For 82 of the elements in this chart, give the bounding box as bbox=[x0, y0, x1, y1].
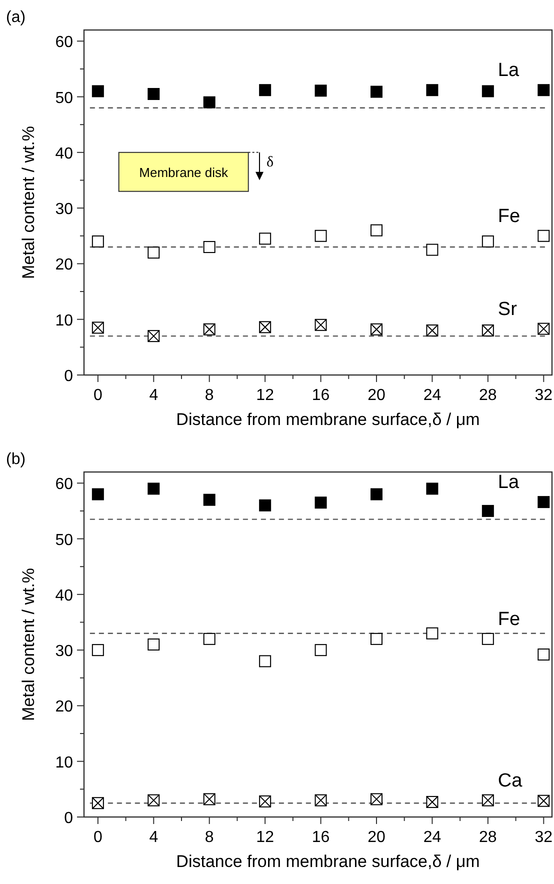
x-tick-label: 12 bbox=[256, 387, 274, 404]
point bbox=[92, 644, 104, 656]
point bbox=[482, 632, 494, 645]
point bbox=[203, 494, 216, 506]
x-tick-label: 16 bbox=[312, 387, 330, 404]
y-tick-label: 40 bbox=[55, 587, 74, 604]
point bbox=[426, 244, 438, 256]
point bbox=[370, 632, 382, 645]
y-tick-label: 0 bbox=[64, 810, 74, 827]
y-tick-label: 30 bbox=[55, 201, 74, 218]
point bbox=[370, 488, 382, 500]
x-tick-label: 4 bbox=[149, 829, 158, 846]
point bbox=[314, 496, 327, 509]
x-tick-label: 20 bbox=[368, 829, 386, 846]
series-label: Ca bbox=[498, 770, 523, 792]
y-tick-label: 60 bbox=[55, 34, 74, 52]
point bbox=[259, 655, 272, 668]
point bbox=[482, 85, 494, 98]
y-tick-label: 20 bbox=[55, 256, 74, 274]
series-label: Fe bbox=[498, 608, 520, 630]
y-tick-label: 0 bbox=[64, 368, 74, 385]
point bbox=[426, 627, 438, 640]
point bbox=[203, 96, 216, 108]
point bbox=[482, 504, 494, 517]
text: (a) bbox=[6, 9, 26, 26]
series-label: Sr bbox=[498, 298, 518, 320]
point bbox=[370, 86, 382, 98]
y-tick-label: 50 bbox=[55, 90, 74, 107]
annotation: Membrane disk bbox=[139, 164, 229, 180]
annotation: δ bbox=[266, 154, 274, 170]
point bbox=[148, 482, 160, 495]
point bbox=[259, 499, 272, 512]
x-tick-label: 24 bbox=[423, 829, 442, 846]
point bbox=[203, 241, 216, 254]
point bbox=[426, 482, 438, 495]
point bbox=[482, 235, 494, 248]
y-tick-label: 60 bbox=[55, 476, 74, 494]
point bbox=[538, 648, 550, 661]
series-label: La bbox=[498, 472, 520, 494]
y-axis-title: Metal content / wt.% bbox=[19, 126, 38, 280]
x-tick-label: 12 bbox=[256, 829, 274, 846]
x-axis-title: Distance from membrane surface,δ / μm bbox=[176, 410, 480, 429]
point bbox=[92, 235, 104, 248]
x-tick-label: 8 bbox=[204, 829, 214, 846]
x-tick-label: 20 bbox=[368, 387, 386, 404]
y-tick-label: 20 bbox=[55, 698, 74, 716]
point bbox=[259, 232, 272, 245]
x-tick-label: 0 bbox=[93, 829, 102, 846]
point bbox=[538, 230, 550, 242]
point bbox=[92, 85, 104, 98]
y-tick-label: 10 bbox=[55, 754, 74, 772]
point bbox=[314, 644, 327, 656]
series-label: La bbox=[498, 60, 520, 82]
x-tick-label: 4 bbox=[149, 387, 158, 404]
point bbox=[259, 84, 272, 96]
x-axis-title: Distance from membrane surface,δ / μm bbox=[176, 852, 480, 871]
point bbox=[148, 638, 160, 650]
y-axis-title: Metal content / wt.% bbox=[19, 568, 38, 722]
point bbox=[538, 496, 550, 508]
x-tick-label: 8 bbox=[204, 387, 214, 404]
y-tick-label: 10 bbox=[55, 312, 74, 330]
x-tick-label: 28 bbox=[479, 387, 497, 404]
x-tick-label: 16 bbox=[312, 829, 330, 846]
point bbox=[314, 84, 327, 97]
point bbox=[370, 224, 382, 236]
x-tick-label: 32 bbox=[534, 829, 553, 846]
x-tick-label: 0 bbox=[93, 387, 102, 404]
series-label: Fe bbox=[498, 206, 520, 227]
point bbox=[148, 246, 160, 259]
x-tick-label: 32 bbox=[534, 387, 553, 404]
point bbox=[148, 88, 160, 100]
point bbox=[538, 84, 550, 96]
point bbox=[203, 632, 216, 645]
text: (b) bbox=[6, 451, 26, 468]
x-tick-label: 28 bbox=[479, 829, 497, 846]
point bbox=[92, 488, 104, 500]
y-tick-label: 30 bbox=[55, 643, 74, 660]
y-tick-label: 50 bbox=[55, 532, 74, 549]
point bbox=[314, 230, 327, 242]
y-tick-label: 40 bbox=[55, 145, 74, 162]
x-tick-label: 24 bbox=[423, 387, 442, 404]
point bbox=[426, 84, 438, 96]
